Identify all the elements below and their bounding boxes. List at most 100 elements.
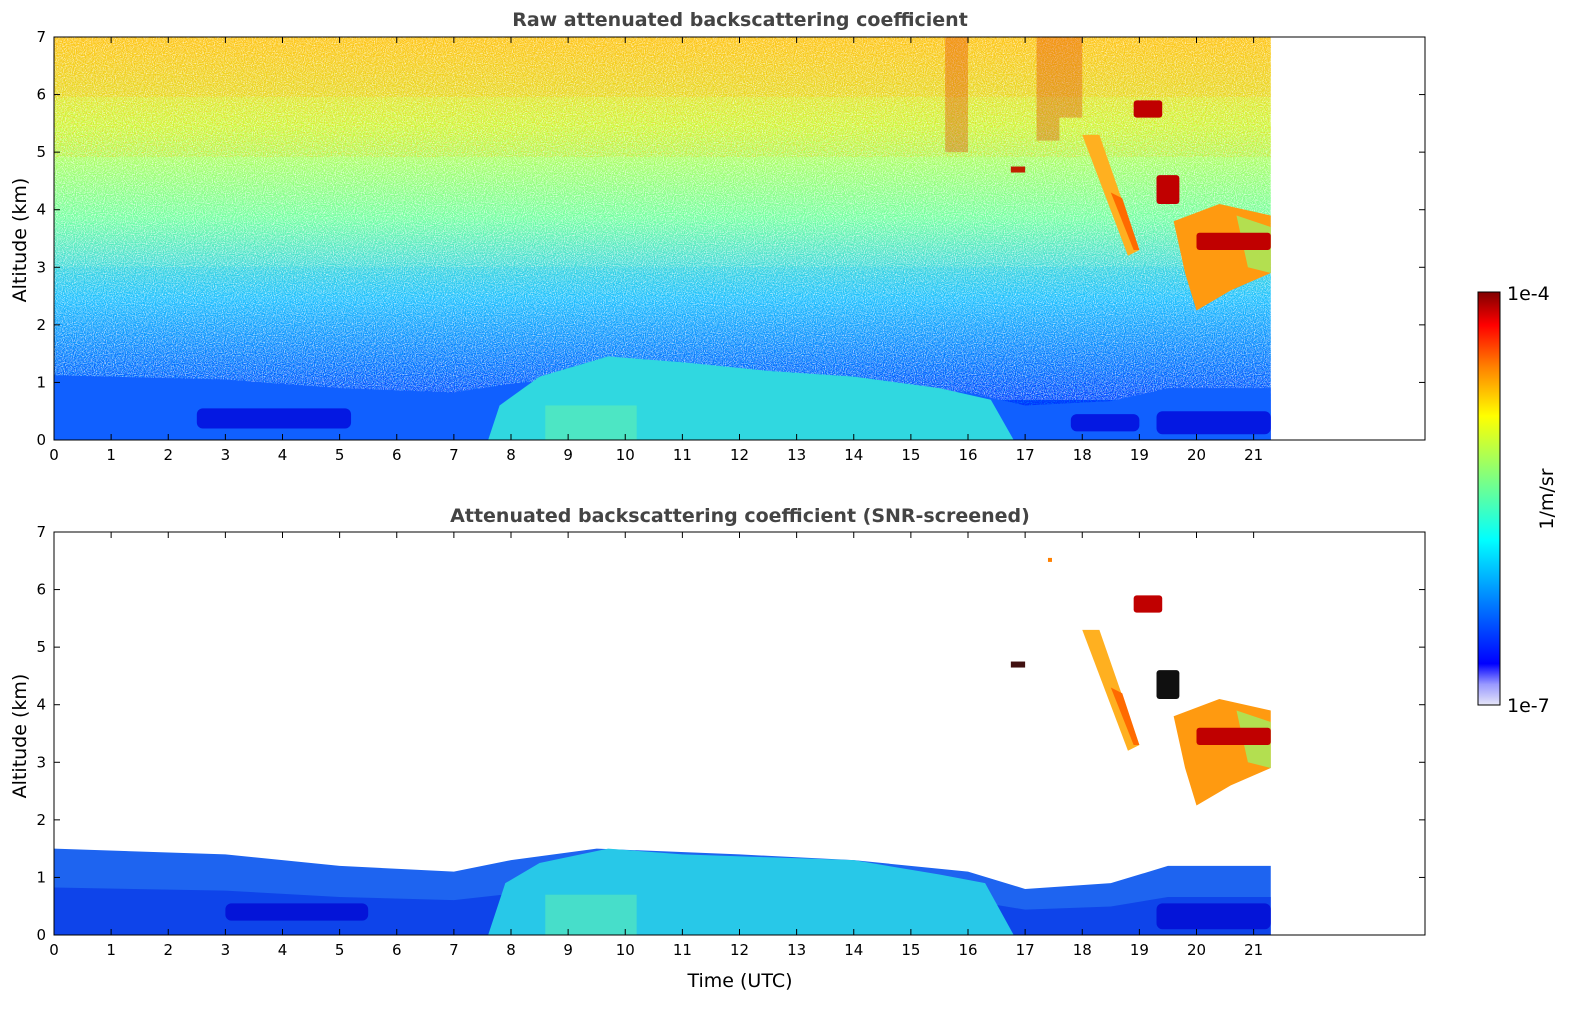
x-tick-label: 14 — [844, 941, 863, 959]
y-tick-label: 2 — [36, 811, 46, 829]
x-tick-label: 8 — [506, 941, 516, 959]
colorbar-min-label: 1e-7 — [1507, 695, 1550, 717]
cloud-core — [1196, 727, 1271, 746]
y-tick-label: 5 — [36, 638, 46, 656]
heatmap-area — [54, 37, 1271, 440]
y-tick-label: 6 — [36, 581, 46, 599]
x-tick-label: 11 — [673, 941, 692, 959]
x-tick-label: 6 — [392, 941, 402, 959]
y-tick-label: 3 — [36, 258, 46, 276]
cloud-fragment — [1010, 166, 1026, 173]
y-tick-label: 4 — [36, 201, 46, 219]
x-tick-label: 0 — [49, 941, 59, 959]
snr-screened-panel: Attenuated backscattering coefficient (S… — [9, 505, 1426, 992]
colorbar-gradient — [1477, 291, 1501, 706]
y-axis: 0 1 2 3 4 5 6 7 — [36, 523, 1425, 944]
x-tick-label: 15 — [901, 446, 920, 464]
cloud-core — [1110, 687, 1140, 746]
x-tick-label: 5 — [335, 446, 345, 464]
x-tick-label: 12 — [730, 941, 749, 959]
panel-title: Attenuated backscattering coefficient (S… — [450, 505, 1030, 527]
y-axis-label: Altitude (km) — [9, 674, 31, 799]
y-tick-label: 5 — [36, 143, 46, 161]
x-tick-label: 18 — [1073, 446, 1092, 464]
y-axis: 0 1 2 3 4 5 6 7 — [36, 28, 1425, 449]
x-tick-label: 20 — [1187, 941, 1206, 959]
x-tick-label: 3 — [221, 941, 231, 959]
x-tick-label: 1 — [106, 446, 116, 464]
x-tick-label: 1 — [106, 941, 116, 959]
mixed-layer-core — [545, 405, 637, 440]
y-tick-label: 0 — [36, 926, 46, 944]
colorbar: 1e-4 1e-7 1/m/sr — [1477, 283, 1558, 717]
y-tick-label: 2 — [36, 316, 46, 334]
x-tick-label: 16 — [958, 941, 977, 959]
dense-aerosol-band — [1156, 903, 1271, 930]
x-tick-label: 14 — [844, 446, 863, 464]
y-tick-label: 4 — [36, 696, 46, 714]
y-tick-label: 1 — [36, 868, 46, 886]
cloud-core — [1196, 232, 1271, 251]
x-tick-label: 10 — [616, 446, 635, 464]
x-tick-label: 20 — [1187, 446, 1206, 464]
cloud-core — [1133, 595, 1163, 613]
y-tick-label: 3 — [36, 753, 46, 771]
x-tick-label: 9 — [563, 446, 573, 464]
x-tick-label: 17 — [1016, 446, 1035, 464]
y-tick-label: 7 — [36, 523, 46, 541]
x-tick-label: 3 — [221, 446, 231, 464]
x-axis: 0 1 2 3 4 5 6 7 8 9 10 11 12 13 14 15 16 17 18 19 20 21 — [49, 532, 1263, 959]
y-tick-label: 6 — [36, 86, 46, 104]
y-tick-label: 1 — [36, 373, 46, 391]
x-tick-label: 16 — [958, 446, 977, 464]
x-tick-label: 12 — [730, 446, 749, 464]
cloud-core — [1156, 670, 1180, 699]
cloud-core — [1156, 175, 1180, 204]
x-tick-label: 18 — [1073, 941, 1092, 959]
x-axis: 0 1 2 3 4 5 6 7 8 9 10 11 12 13 14 15 16 17 18 19 20 21 — [49, 37, 1263, 464]
x-tick-label: 13 — [787, 446, 806, 464]
x-tick-label: 9 — [563, 941, 573, 959]
y-axis-label: Altitude (km) — [9, 178, 31, 303]
y-tick-label: 0 — [36, 431, 46, 449]
dense-aerosol-band — [1070, 414, 1140, 432]
x-tick-label: 17 — [1016, 941, 1035, 959]
cloud-fragment — [1047, 557, 1052, 562]
panel-title: Raw attenuated backscattering coefficien… — [512, 9, 968, 31]
x-tick-label: 11 — [673, 446, 692, 464]
x-tick-label: 8 — [506, 446, 516, 464]
x-tick-label: 7 — [449, 446, 459, 464]
raw-backscatter-panel: Raw attenuated backscattering coefficien… — [9, 9, 1426, 464]
y-tick-label: 7 — [36, 28, 46, 46]
colorbar-max-label: 1e-4 — [1507, 283, 1550, 305]
x-tick-label: 21 — [1244, 941, 1263, 959]
x-tick-label: 4 — [278, 446, 288, 464]
x-tick-label: 6 — [392, 446, 402, 464]
mixed-layer-core — [545, 894, 637, 935]
x-tick-label: 5 — [335, 941, 345, 959]
cloud-fragment — [1010, 661, 1026, 668]
dense-aerosol-band — [196, 408, 352, 429]
noise-streak — [945, 37, 968, 153]
x-tick-label: 19 — [1130, 446, 1149, 464]
heatmap-area — [54, 557, 1271, 935]
colorbar-unit-label: 1/m/sr — [1536, 468, 1558, 529]
cloud-core — [1133, 100, 1163, 118]
x-tick-label: 15 — [901, 941, 920, 959]
x-tick-label: 2 — [163, 941, 173, 959]
x-tick-label: 10 — [616, 941, 635, 959]
dense-aerosol-band — [1156, 411, 1271, 435]
dense-aerosol-band — [225, 903, 369, 921]
x-tick-label: 21 — [1244, 446, 1263, 464]
noise-streak — [1036, 37, 1060, 141]
cloud-core — [1110, 192, 1140, 251]
x-axis-label: Time (UTC) — [686, 970, 792, 992]
x-tick-label: 19 — [1130, 941, 1149, 959]
x-tick-label: 4 — [278, 941, 288, 959]
noise-streak — [1059, 37, 1083, 118]
x-tick-label: 0 — [49, 446, 59, 464]
x-tick-label: 7 — [449, 941, 459, 959]
x-tick-label: 13 — [787, 941, 806, 959]
noise-speckle-warm — [54, 37, 1271, 157]
